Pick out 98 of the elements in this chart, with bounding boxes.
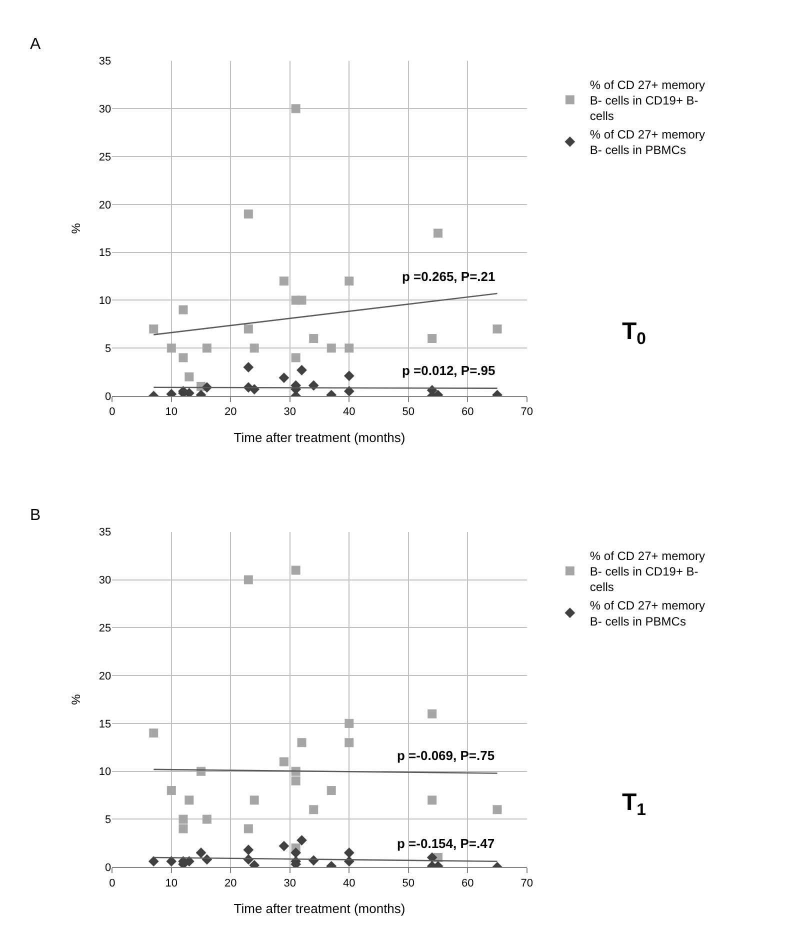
point <box>291 353 300 362</box>
point <box>309 334 318 344</box>
point <box>178 824 188 834</box>
point <box>243 844 254 856</box>
y-tick-label: 5 <box>105 814 112 826</box>
x-tick-label: 20 <box>224 877 237 890</box>
annotation: p =0.012, P=.95 <box>402 363 496 378</box>
point <box>326 344 336 353</box>
y-tick-label: 15 <box>98 718 112 730</box>
text: T$_{0}$ <box>622 318 646 348</box>
point <box>178 305 188 314</box>
point <box>196 848 206 858</box>
point <box>434 228 443 238</box>
x-axis-title: Time after treatment (months) <box>234 430 406 445</box>
x-tick-label: 40 <box>343 406 356 418</box>
point <box>344 370 354 382</box>
point <box>344 344 354 353</box>
y-tick-label: 20 <box>98 670 112 682</box>
point <box>291 104 300 114</box>
y-tick-label: 35 <box>98 56 112 68</box>
point <box>243 362 254 372</box>
point <box>326 786 336 795</box>
point <box>149 324 158 334</box>
x-tick-label: 10 <box>165 877 178 890</box>
x-axis-title: Time after treatment (months) <box>234 900 406 916</box>
point <box>344 848 354 858</box>
y-tick-label: 30 <box>98 104 112 116</box>
y-tick-label: 20 <box>98 199 112 212</box>
point <box>244 324 253 334</box>
point <box>291 776 300 786</box>
point <box>184 372 194 382</box>
y-tick-label: 35 <box>98 526 112 539</box>
point <box>428 709 437 718</box>
y-tick-label: 15 <box>98 247 112 260</box>
point <box>202 814 212 824</box>
point <box>278 372 290 383</box>
chart-title: A <box>30 36 41 53</box>
point <box>244 210 253 219</box>
y-tick-label: 0 <box>105 862 112 874</box>
y-tick-label: 5 <box>105 342 112 355</box>
point <box>149 728 158 738</box>
point <box>184 796 194 805</box>
point <box>344 276 354 286</box>
legend-label: % of CD 27+ memory B- cells in PBMCs <box>590 128 705 158</box>
point <box>297 738 306 748</box>
y-axis-title: % <box>69 694 84 705</box>
y-tick-label: 10 <box>98 766 112 778</box>
point <box>244 575 253 584</box>
x-tick-label: 60 <box>462 877 474 890</box>
x-tick-label: 40 <box>343 877 356 890</box>
x-tick-label: 50 <box>402 406 415 418</box>
point <box>428 334 437 344</box>
x-tick-label: 60 <box>462 406 474 418</box>
point <box>148 856 159 867</box>
point <box>309 805 318 814</box>
y-tick-label: 25 <box>98 151 112 164</box>
y-tick-label: 0 <box>105 390 112 403</box>
y-tick-label: 10 <box>98 295 112 308</box>
legend-label: % of CD 27+ memory B- cells in PBMCs <box>590 598 705 628</box>
point <box>344 738 354 748</box>
x-tick-label: 30 <box>284 877 296 890</box>
point <box>296 835 307 846</box>
point <box>428 796 437 805</box>
point <box>492 324 502 334</box>
x-tick-label: 50 <box>402 877 415 890</box>
annotation: p =-0.154, P=.47 <box>397 836 495 851</box>
x-tick-label: 70 <box>520 406 534 418</box>
point <box>250 344 259 353</box>
point <box>244 824 253 834</box>
point <box>297 296 306 305</box>
legend-label: % of CD 27+ memory B- cells in CD19+ B- cells <box>590 78 705 124</box>
point <box>279 276 288 286</box>
point <box>178 353 188 362</box>
y-axis-title: % <box>69 222 84 234</box>
x-tick-label: 20 <box>224 406 237 418</box>
point <box>278 840 290 852</box>
point <box>344 386 354 396</box>
point <box>166 786 176 795</box>
point <box>202 344 212 353</box>
y-tick-label: 25 <box>98 622 112 635</box>
annotation: p =-0.069, P=.75 <box>397 748 495 763</box>
point <box>279 757 288 766</box>
point <box>291 566 300 575</box>
point <box>492 805 502 814</box>
legend-label: % of CD 27+ memory B- cells in CD19+ B- cells <box>590 548 705 594</box>
x-tick-label: 70 <box>520 877 534 890</box>
point <box>250 796 259 805</box>
annotation: p =0.265, P=.21 <box>402 269 496 284</box>
point <box>296 364 307 376</box>
point <box>344 718 354 728</box>
chart-title: B <box>30 507 41 524</box>
text: T$_{1}$ <box>622 789 646 820</box>
point <box>290 848 302 858</box>
point <box>178 814 188 824</box>
x-tick-label: 30 <box>284 406 296 418</box>
x-tick-label: 10 <box>165 406 178 418</box>
point <box>166 344 176 353</box>
y-tick-label: 30 <box>98 574 112 587</box>
